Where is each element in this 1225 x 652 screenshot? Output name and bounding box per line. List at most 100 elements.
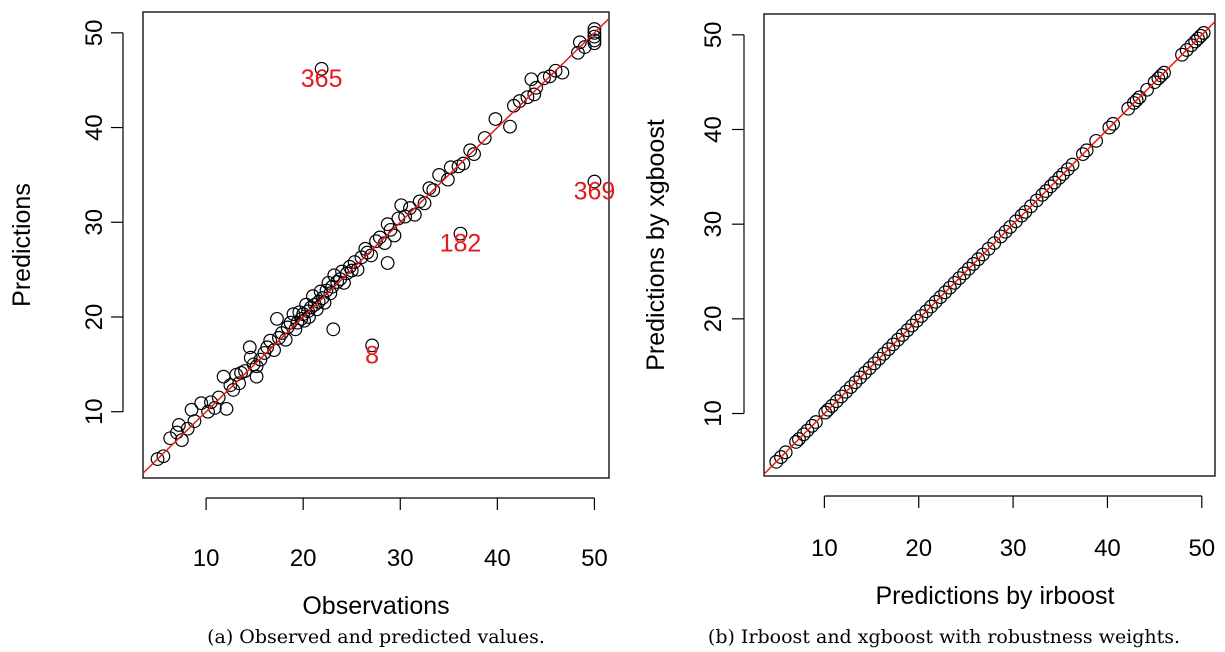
scatter-points bbox=[150, 22, 602, 466]
data-point bbox=[456, 156, 471, 171]
data-point bbox=[369, 234, 383, 249]
data-point bbox=[905, 318, 920, 333]
data-point bbox=[971, 252, 986, 267]
data-point bbox=[825, 399, 839, 413]
data-point bbox=[426, 183, 441, 197]
data-point bbox=[587, 25, 602, 40]
data-point bbox=[834, 389, 849, 404]
data-point bbox=[232, 376, 247, 391]
data-point bbox=[1132, 90, 1147, 105]
data-point bbox=[1060, 162, 1075, 177]
data-point bbox=[417, 196, 432, 211]
data-point bbox=[909, 313, 924, 328]
data-point bbox=[1140, 82, 1154, 97]
y-tick-label: 30 bbox=[700, 211, 727, 238]
y-tick-label: 20 bbox=[700, 305, 727, 332]
data-point bbox=[365, 338, 380, 353]
data-point bbox=[242, 340, 257, 355]
scatter-points bbox=[769, 26, 1211, 469]
data-point bbox=[527, 87, 542, 102]
data-point bbox=[172, 418, 186, 432]
data-point bbox=[1089, 133, 1104, 148]
data-point bbox=[928, 294, 943, 309]
data-point bbox=[843, 380, 858, 394]
data-point bbox=[555, 65, 570, 80]
y-tick-label: 40 bbox=[81, 114, 108, 141]
data-point bbox=[219, 401, 234, 416]
data-point bbox=[867, 356, 882, 371]
data-point bbox=[1076, 147, 1090, 162]
data-point bbox=[947, 275, 962, 290]
data-point bbox=[323, 286, 338, 301]
reference-line-y-equals-x bbox=[763, 21, 1216, 475]
y-tick-label: 50 bbox=[81, 19, 108, 46]
data-point bbox=[957, 266, 971, 281]
data-point bbox=[453, 226, 468, 241]
data-point bbox=[512, 94, 527, 108]
data-point bbox=[821, 402, 836, 417]
data-point bbox=[891, 332, 905, 347]
data-point bbox=[952, 271, 967, 286]
y-tick-label: 10 bbox=[81, 398, 108, 425]
x-tick-label: 20 bbox=[905, 535, 932, 562]
data-point bbox=[263, 333, 278, 348]
data-point bbox=[1106, 116, 1121, 131]
data-point bbox=[1102, 120, 1117, 135]
data-point bbox=[488, 112, 503, 126]
point-label-8: 8 bbox=[365, 341, 379, 369]
data-point bbox=[174, 433, 189, 448]
data-point bbox=[966, 257, 981, 271]
data-point bbox=[1175, 47, 1189, 62]
data-point bbox=[796, 427, 811, 442]
data-point bbox=[187, 414, 202, 429]
x-axis-label: Predictions by irboost bbox=[875, 582, 1114, 610]
data-point bbox=[537, 71, 551, 86]
data-point bbox=[1014, 208, 1029, 223]
x-tick-label: 20 bbox=[290, 545, 317, 572]
data-point bbox=[529, 80, 544, 95]
data-point bbox=[211, 390, 226, 405]
data-point bbox=[938, 285, 953, 300]
data-point bbox=[886, 337, 901, 352]
data-point bbox=[364, 248, 379, 263]
data-point bbox=[998, 224, 1013, 239]
y-tick-label: 50 bbox=[700, 21, 727, 48]
data-point bbox=[900, 323, 915, 338]
x-axis-label: Observations bbox=[302, 592, 449, 620]
y-tick-label: 10 bbox=[700, 400, 727, 427]
data-point bbox=[933, 290, 948, 304]
scatter-panel-irboost-vs-xgboost: 10 20 30 40 50 10 20 30 40 50 Predictions by irb… bbox=[642, 13, 1216, 648]
data-point bbox=[347, 255, 362, 269]
data-point bbox=[1043, 179, 1058, 194]
data-point bbox=[520, 90, 535, 105]
data-point bbox=[919, 304, 934, 319]
identity-reference-line bbox=[763, 21, 1216, 475]
data-point bbox=[914, 309, 929, 323]
data-point bbox=[808, 415, 823, 429]
y-axis: 10 20 30 40 50 bbox=[700, 21, 745, 427]
data-point bbox=[249, 369, 264, 384]
data-point bbox=[249, 359, 264, 374]
y-tick-label: 40 bbox=[700, 116, 727, 143]
data-point bbox=[432, 168, 447, 182]
data-point bbox=[1193, 28, 1208, 43]
data-point bbox=[872, 351, 887, 366]
plot-frame bbox=[763, 13, 1216, 477]
data-point bbox=[876, 346, 891, 361]
data-point bbox=[286, 307, 301, 322]
data-point bbox=[993, 229, 1008, 244]
data-point bbox=[1196, 26, 1211, 40]
data-point bbox=[1129, 93, 1144, 108]
y-axis: 10 20 30 40 50 bbox=[81, 19, 124, 425]
data-point bbox=[961, 261, 976, 276]
y-axis-label: Predictions by xgboost bbox=[642, 119, 670, 371]
data-point bbox=[314, 61, 329, 76]
x-axis: 10 20 30 40 50 bbox=[811, 495, 1215, 562]
data-point bbox=[260, 340, 275, 355]
data-point bbox=[587, 22, 602, 36]
data-point bbox=[792, 432, 806, 446]
data-point bbox=[789, 435, 803, 449]
outlier-labels: 365 369 182 8 bbox=[301, 65, 616, 370]
x-tick-label: 50 bbox=[581, 545, 608, 572]
